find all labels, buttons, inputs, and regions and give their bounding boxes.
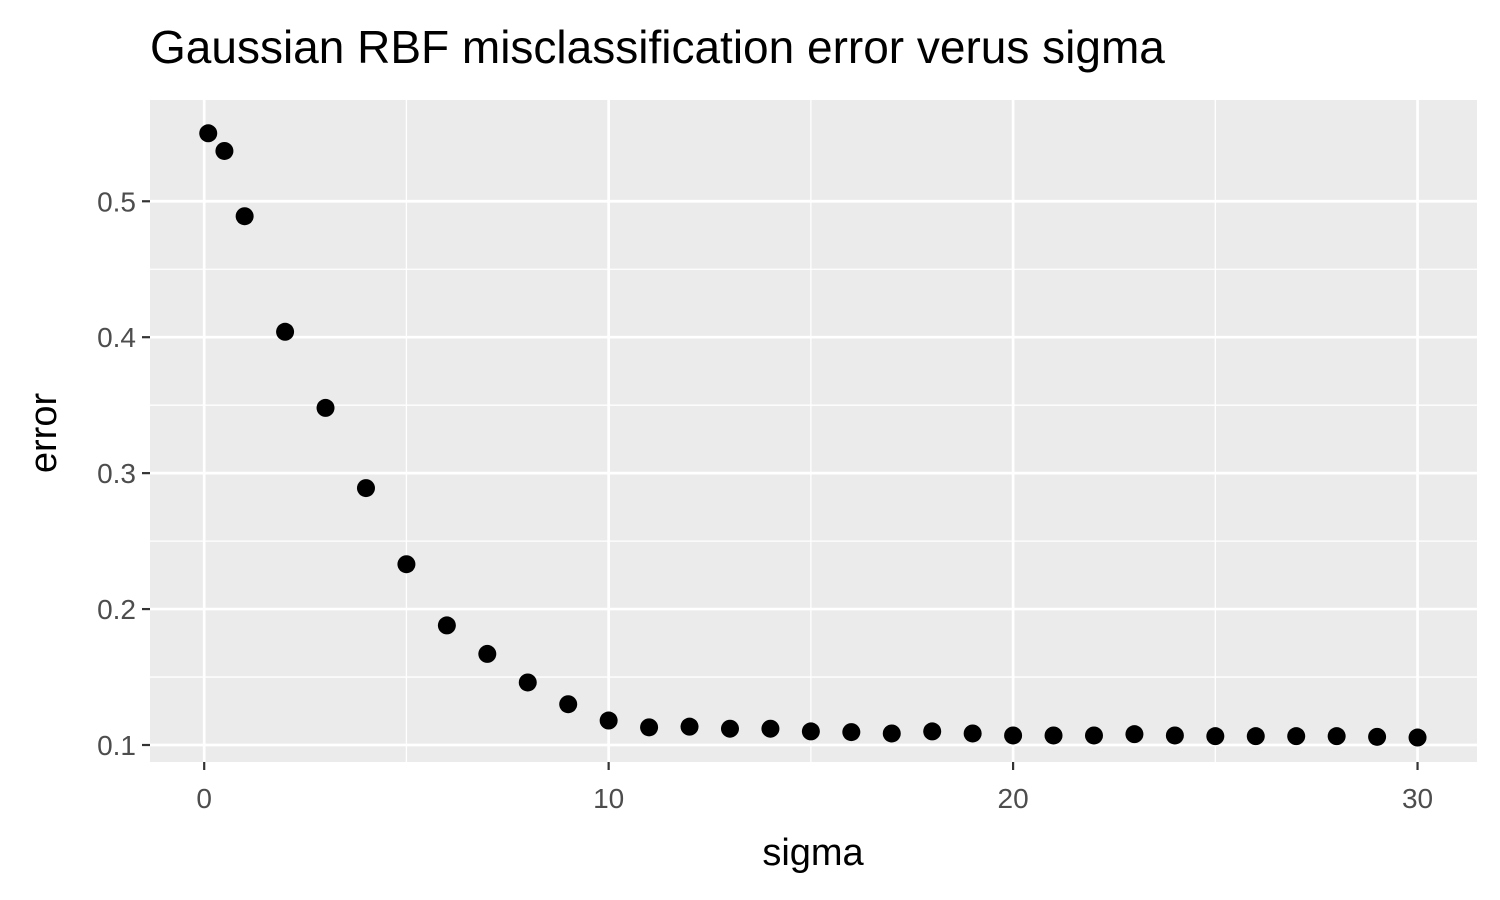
x-tick-label: 10 [593, 783, 624, 814]
data-point [1004, 726, 1023, 745]
data-point [559, 695, 578, 714]
data-point [761, 719, 780, 738]
data-point [1084, 726, 1103, 745]
data-point [215, 141, 234, 160]
data-point [1044, 726, 1063, 745]
data-point [437, 616, 456, 635]
y-tick-label: 0.1 [97, 730, 136, 761]
grid-lines [150, 100, 1477, 762]
data-point [1246, 727, 1265, 746]
data-point [1408, 728, 1427, 747]
data-point [640, 718, 659, 737]
data-point [356, 479, 375, 498]
data-point [963, 724, 982, 743]
y-tick-label: 0.2 [97, 594, 136, 625]
data-point [923, 722, 942, 741]
data-point [478, 644, 497, 663]
data-point [720, 719, 739, 738]
data-point [518, 673, 537, 692]
data-point [397, 555, 416, 574]
data-point [1165, 726, 1184, 745]
data-point [599, 711, 618, 730]
x-tick-label: 0 [196, 783, 212, 814]
data-point [801, 722, 820, 741]
data-point [1206, 727, 1225, 746]
data-point [1287, 727, 1306, 746]
data-points [199, 124, 1427, 747]
data-point [276, 322, 295, 341]
data-point [199, 124, 218, 143]
data-point [235, 207, 254, 226]
data-point [882, 724, 901, 743]
data-point [1368, 727, 1387, 746]
data-point [1125, 725, 1144, 744]
x-axis-title: sigma [762, 832, 864, 874]
axis-ticks: 0 10 20 30 0.1 0.2 0.3 0.4 0.5 [97, 186, 1433, 814]
data-point [680, 717, 699, 736]
chart-title: Gaussian RBF misclassification error ver… [150, 21, 1165, 73]
x-tick-label: 20 [998, 783, 1029, 814]
y-tick-label: 0.4 [97, 322, 136, 353]
data-point [1327, 727, 1346, 746]
y-tick-label: 0.3 [97, 458, 136, 489]
plot-panel [150, 100, 1477, 762]
y-axis-title: error [23, 393, 65, 474]
y-tick-label: 0.5 [97, 186, 136, 217]
x-tick-label: 30 [1402, 783, 1433, 814]
data-point [842, 723, 861, 742]
data-point [316, 398, 335, 417]
